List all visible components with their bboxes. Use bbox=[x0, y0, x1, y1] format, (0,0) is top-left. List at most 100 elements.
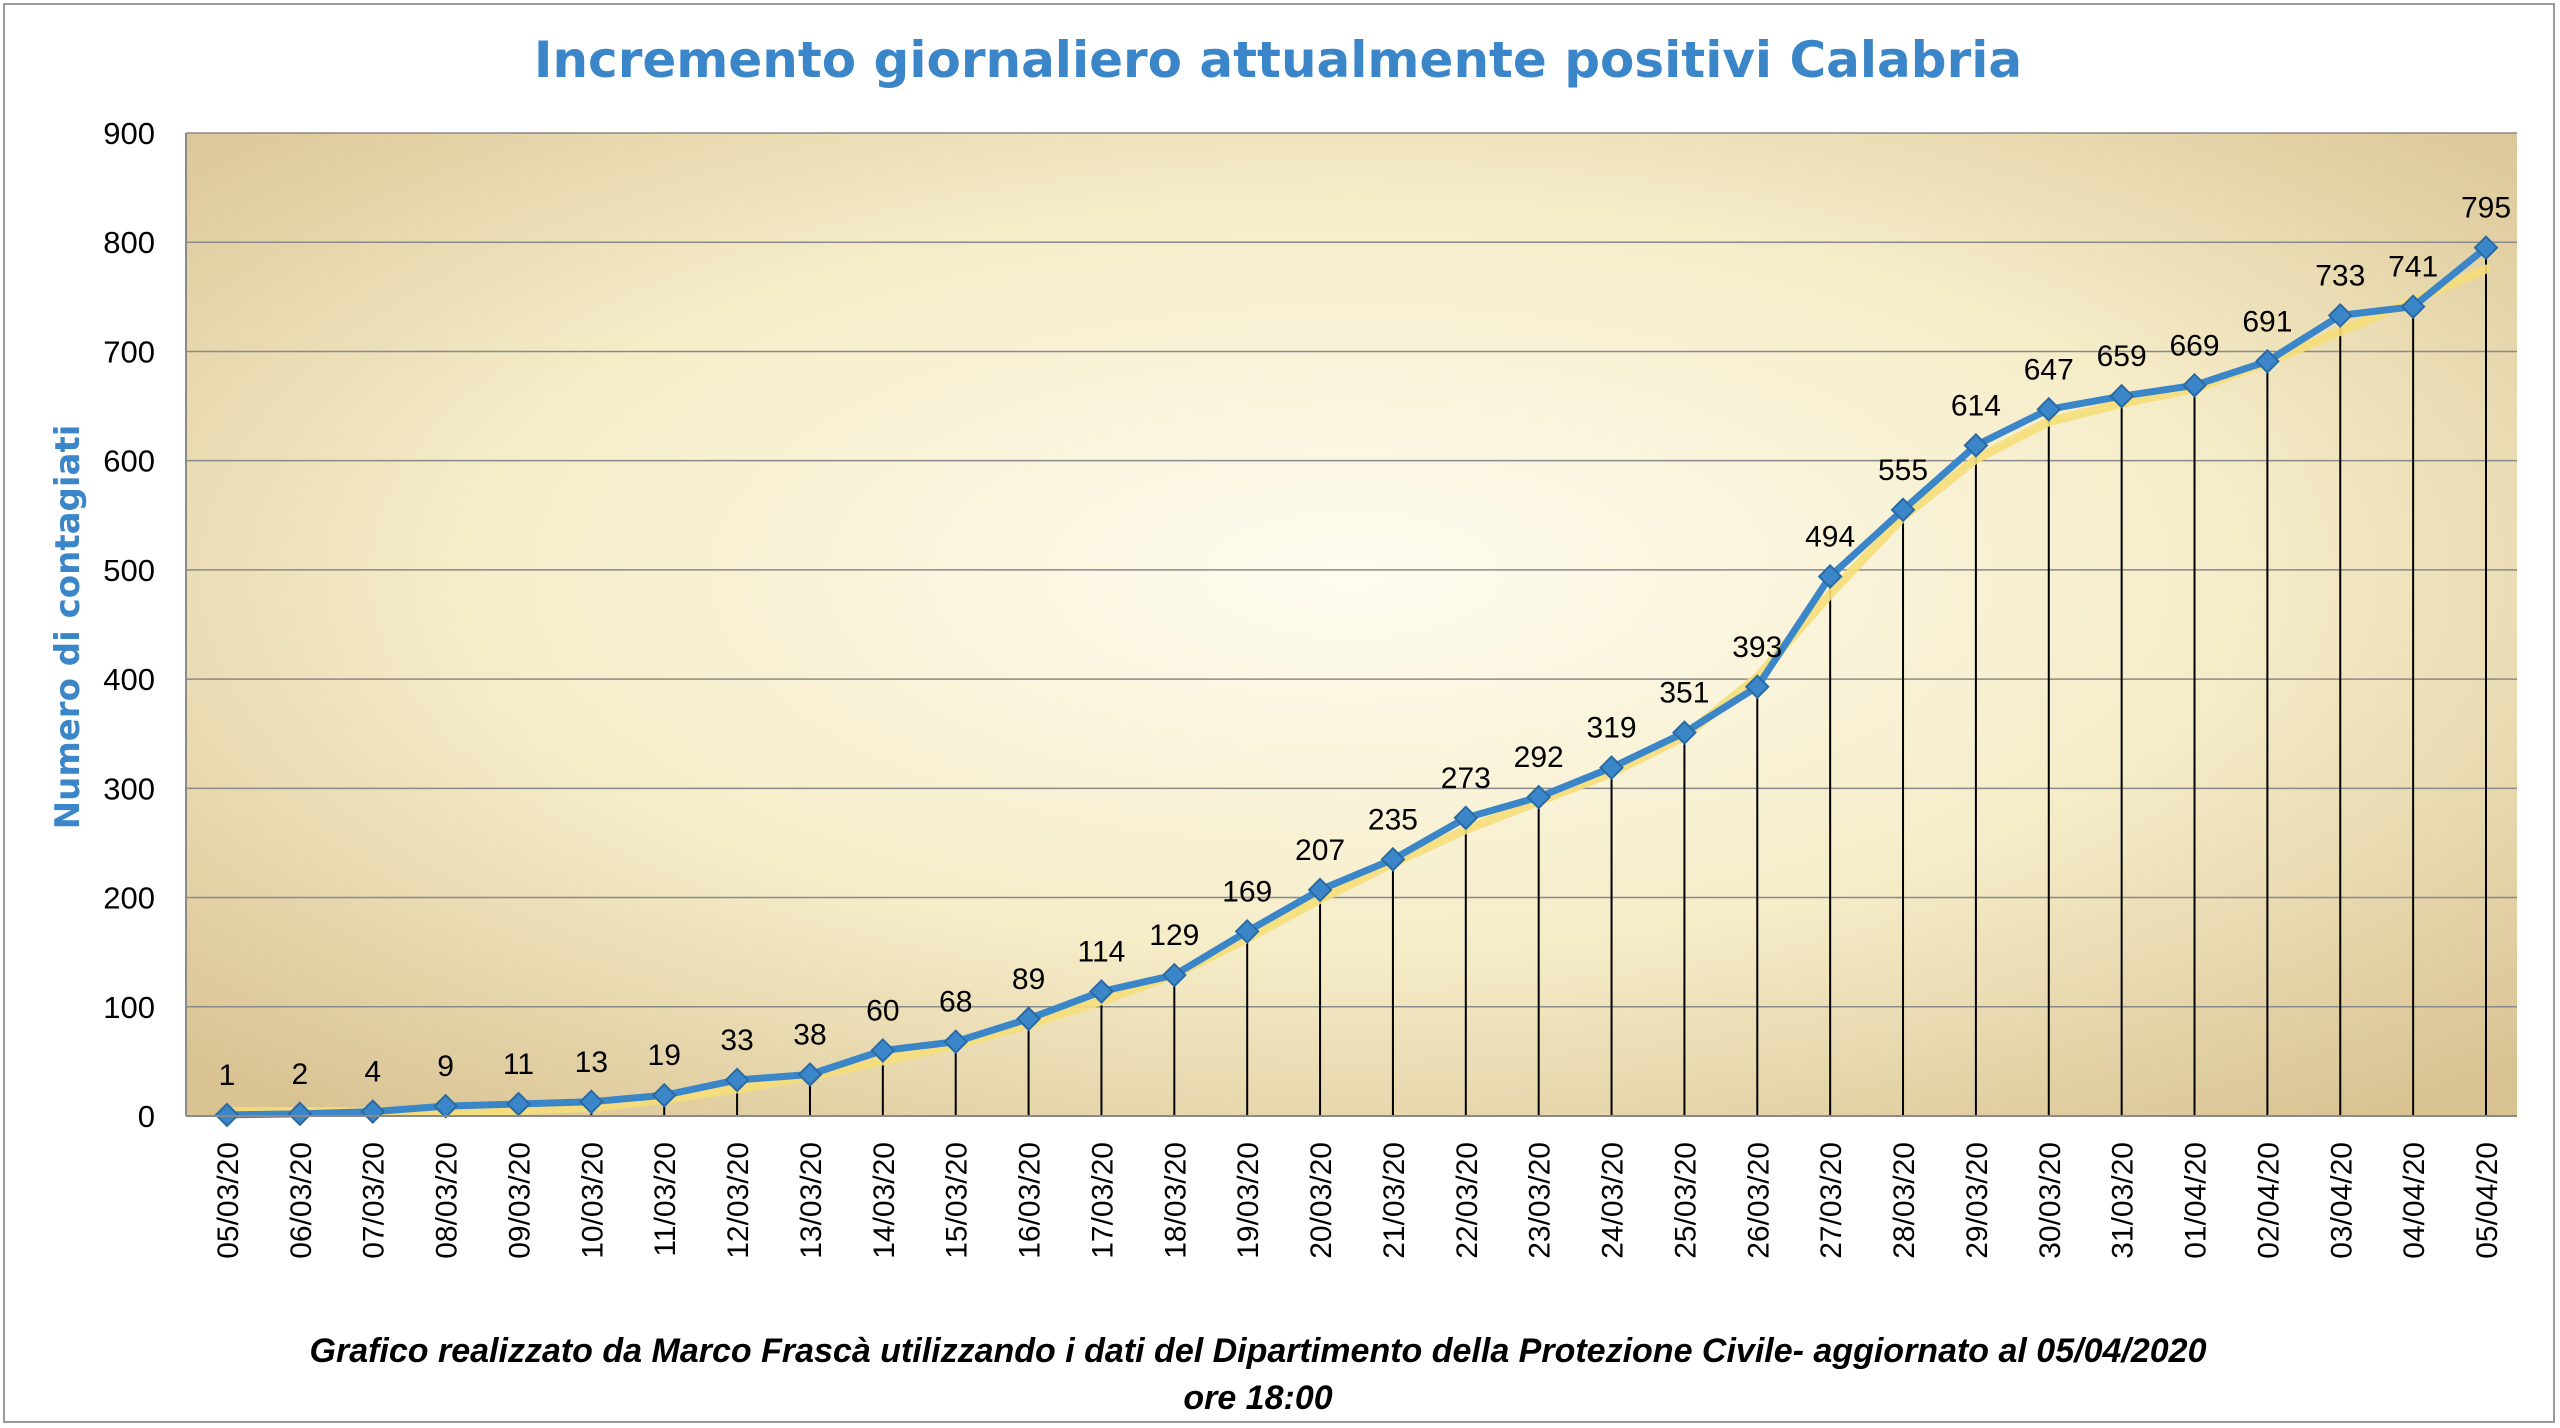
data-label: 741 bbox=[2388, 251, 2438, 284]
x-tick-label: 29/03/20 bbox=[1961, 1142, 1994, 1259]
data-label: 319 bbox=[1587, 712, 1637, 745]
y-tick-label: 600 bbox=[103, 444, 155, 479]
y-tick-label: 900 bbox=[103, 116, 155, 151]
y-tick-label: 500 bbox=[103, 553, 155, 588]
x-tick-label: 06/03/20 bbox=[285, 1142, 318, 1259]
y-tick-label: 200 bbox=[103, 881, 155, 916]
data-label: 38 bbox=[793, 1018, 826, 1051]
chart-title: Incremento giornaliero attualmente posit… bbox=[534, 31, 2022, 89]
y-axis-ticks: 0 100 200 300 400 500 600 700 800 900 bbox=[103, 116, 155, 1134]
plot-area bbox=[186, 133, 2517, 1116]
x-tick-label: 16/03/20 bbox=[1014, 1142, 1047, 1259]
trend-line bbox=[222, 264, 2491, 1117]
x-tick-label: 30/03/20 bbox=[2034, 1142, 2067, 1259]
x-tick-label: 15/03/20 bbox=[941, 1142, 974, 1259]
series-line bbox=[226, 244, 2489, 1119]
x-tick-label: 19/03/20 bbox=[1232, 1142, 1265, 1259]
x-tick-label: 04/04/20 bbox=[2398, 1142, 2431, 1259]
data-point-marker bbox=[506, 1091, 531, 1117]
y-tick-label: 100 bbox=[103, 990, 155, 1025]
data-label: 273 bbox=[1441, 762, 1491, 795]
x-tick-label: 17/03/20 bbox=[1086, 1142, 1119, 1259]
data-point-marker bbox=[433, 1093, 459, 1119]
data-point-marker bbox=[2109, 383, 2135, 409]
x-tick-label: 05/04/20 bbox=[2471, 1142, 2504, 1259]
data-point-marker bbox=[1817, 564, 1843, 589]
x-tick-label: 31/03/20 bbox=[2107, 1142, 2140, 1259]
data-label: 795 bbox=[2461, 192, 2511, 225]
caption-line-1: Grafico realizzato da Marco Frascà utili… bbox=[310, 1332, 2207, 1370]
line-chart: Incremento giornaliero attualmente posit… bbox=[48, 31, 2517, 1417]
data-label: 2 bbox=[292, 1058, 309, 1091]
chart-frame: Incremento giornaliero attualmente posit… bbox=[3, 3, 2555, 1423]
data-point-marker bbox=[1089, 979, 1114, 1004]
data-point-marker bbox=[1526, 784, 1552, 810]
x-axis-ticks: 05/03/20 06/03/20 07/03/20 08/03/20 09/03/20… bbox=[212, 1142, 2504, 1259]
data-label: 292 bbox=[1514, 741, 1564, 774]
data-point-marker bbox=[1963, 432, 1989, 458]
data-label: 89 bbox=[1012, 963, 1045, 996]
data-label: 114 bbox=[1078, 935, 1126, 968]
y-tick-label: 800 bbox=[103, 225, 155, 260]
data-label: 60 bbox=[866, 994, 899, 1027]
x-tick-label: 05/03/20 bbox=[212, 1142, 245, 1259]
data-point-marker bbox=[2254, 348, 2280, 374]
data-point-marker bbox=[1380, 846, 1406, 872]
data-label: 647 bbox=[2024, 353, 2074, 386]
data-point-marker bbox=[287, 1101, 313, 1127]
data-label: 13 bbox=[575, 1046, 608, 1079]
x-tick-label: 03/04/20 bbox=[2325, 1142, 2358, 1259]
data-point-marker bbox=[2327, 302, 2353, 328]
data-label: 659 bbox=[2097, 340, 2147, 373]
data-point-marker bbox=[1453, 805, 1479, 831]
data-label: 33 bbox=[720, 1024, 753, 1057]
data-point-marker bbox=[578, 1089, 604, 1115]
x-tick-label: 09/03/20 bbox=[503, 1142, 536, 1259]
x-tick-label: 13/03/20 bbox=[795, 1142, 828, 1259]
data-point-marker bbox=[870, 1038, 896, 1063]
data-label: 169 bbox=[1222, 875, 1272, 908]
data-point-marker bbox=[1161, 962, 1187, 988]
data-labels: 1 2 4 9 11 13 19 33 38 60 68 89 114 129 169 207 235 273 29… bbox=[219, 192, 2511, 1092]
data-label: 235 bbox=[1368, 803, 1418, 836]
x-tick-label: 28/03/20 bbox=[1888, 1142, 1921, 1259]
data-point-marker bbox=[1890, 497, 1916, 523]
data-point-marker bbox=[943, 1029, 969, 1055]
data-point-marker bbox=[1307, 877, 1333, 903]
y-axis-label: Numero di contagiati bbox=[48, 425, 88, 830]
drop-lines bbox=[226, 247, 2487, 1116]
x-tick-label: 22/03/20 bbox=[1451, 1142, 1484, 1259]
y-tick-label: 700 bbox=[103, 334, 155, 369]
x-tick-label: 12/03/20 bbox=[722, 1142, 755, 1259]
x-tick-label: 21/03/20 bbox=[1378, 1142, 1411, 1259]
data-point-marker bbox=[360, 1099, 386, 1125]
data-label: 4 bbox=[364, 1056, 381, 1089]
data-point-marker bbox=[1744, 674, 1770, 700]
x-tick-label: 14/03/20 bbox=[868, 1142, 901, 1259]
data-point-marker bbox=[2400, 294, 2426, 320]
data-label: 555 bbox=[1878, 454, 1928, 487]
data-label: 19 bbox=[648, 1039, 681, 1072]
x-tick-label: 23/03/20 bbox=[1524, 1142, 1557, 1259]
data-label: 129 bbox=[1149, 919, 1199, 952]
x-tick-label: 07/03/20 bbox=[358, 1142, 391, 1259]
x-tick-label: 02/04/20 bbox=[2252, 1142, 2285, 1259]
x-tick-label: 26/03/20 bbox=[1742, 1142, 1775, 1259]
data-label: 351 bbox=[1659, 677, 1709, 710]
data-label: 733 bbox=[2315, 259, 2365, 292]
x-tick-label: 18/03/20 bbox=[1159, 1142, 1192, 1259]
data-point-marker bbox=[1599, 755, 1624, 780]
data-point-marker bbox=[651, 1082, 677, 1108]
y-tick-label: 400 bbox=[103, 662, 155, 697]
x-tick-label: 24/03/20 bbox=[1597, 1142, 1630, 1259]
data-point-marker bbox=[1672, 720, 1697, 746]
x-tick-label: 27/03/20 bbox=[1815, 1142, 1848, 1259]
x-tick-label: 01/04/20 bbox=[2180, 1142, 2213, 1259]
data-label: 614 bbox=[1951, 389, 2001, 422]
data-label: 11 bbox=[503, 1048, 534, 1081]
y-tick-label: 0 bbox=[138, 1099, 155, 1134]
data-markers bbox=[214, 235, 2499, 1128]
data-point-marker bbox=[2036, 396, 2062, 422]
data-point-marker bbox=[797, 1062, 823, 1087]
data-label: 207 bbox=[1295, 834, 1345, 867]
